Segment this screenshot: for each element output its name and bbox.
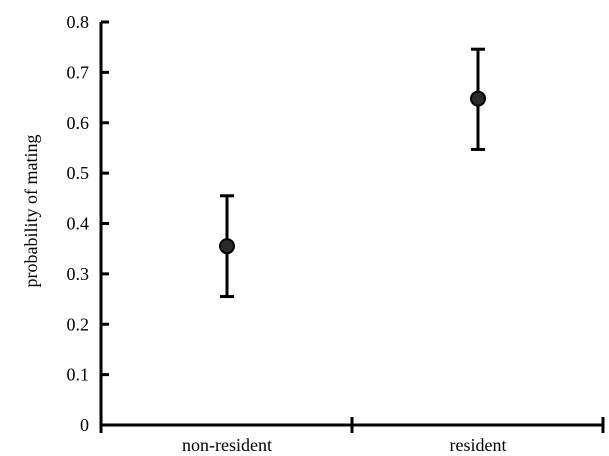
data-point bbox=[219, 238, 235, 255]
y-tick-label: 0.7 bbox=[67, 62, 90, 82]
y-tick-label: 0.2 bbox=[67, 314, 90, 334]
x-category-label: resident bbox=[450, 435, 507, 455]
x-axis: non-resident resident bbox=[99, 417, 605, 455]
data-point bbox=[470, 90, 486, 107]
y-tick-label: 0.3 bbox=[67, 264, 90, 284]
y-tick-label: 0.1 bbox=[67, 365, 90, 385]
y-tick-label: 0.5 bbox=[67, 163, 90, 183]
y-axis: 0 0.1 0.2 0.3 0.4 0.5 0.6 0.7 0.8 bbox=[67, 12, 109, 435]
y-axis-title: probability of mating bbox=[21, 135, 41, 288]
y-tick-label: 0.8 bbox=[67, 12, 90, 32]
x-category-label: non-resident bbox=[182, 435, 272, 455]
y-tick-label: 0 bbox=[80, 415, 89, 435]
y-tick-label: 0.6 bbox=[67, 113, 90, 133]
y-tick-label: 0.4 bbox=[67, 214, 90, 234]
data-points bbox=[219, 47, 486, 299]
